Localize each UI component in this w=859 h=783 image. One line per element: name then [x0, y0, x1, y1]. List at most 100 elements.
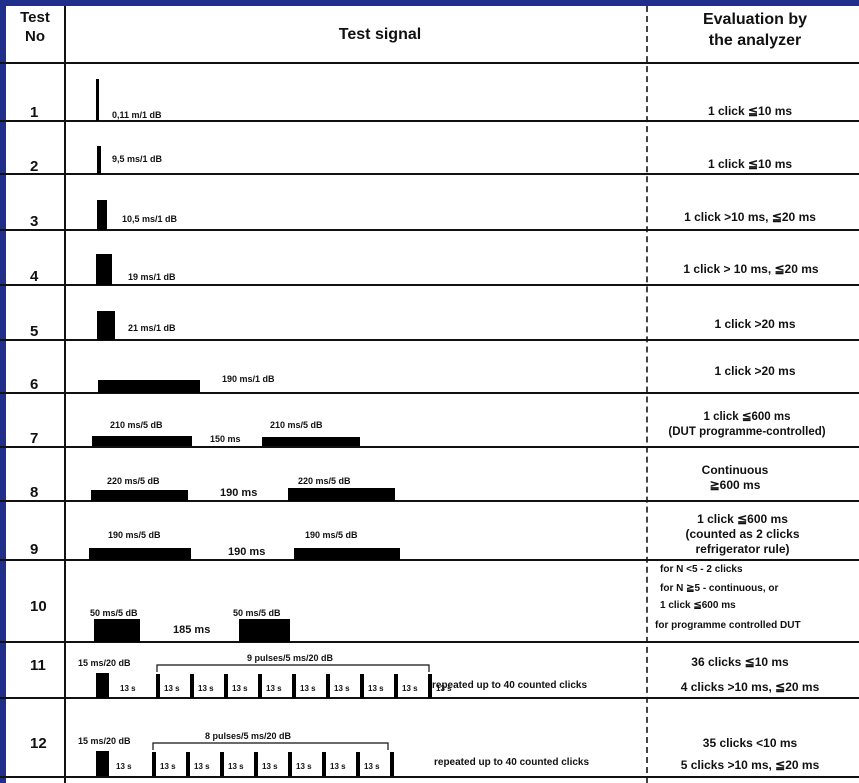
train-pulse	[190, 674, 194, 698]
train-pulse	[152, 752, 156, 776]
train-pulse	[292, 674, 296, 698]
evaluation-line: 4 clicks >10 ms, ≦20 ms	[680, 680, 820, 694]
interval-label: 13 s	[160, 762, 176, 771]
row-divider	[0, 776, 859, 778]
train-pulse	[288, 752, 292, 776]
row-divider	[0, 62, 859, 64]
row-number: 4	[30, 268, 39, 285]
repeat-label: repeated up to 40 counted clicks	[434, 757, 590, 768]
interval-label: 13 s	[368, 684, 384, 693]
evaluation-text: 1 click ≦10 ms	[707, 157, 793, 171]
frame-border-top	[0, 0, 859, 6]
signal-pulse	[239, 619, 290, 642]
train-pulse	[326, 674, 330, 698]
interval-label: 13 s	[402, 684, 418, 693]
signal-pulse	[96, 673, 109, 698]
row-divider	[0, 229, 859, 231]
row-number: 11	[30, 657, 46, 674]
signal-pulse	[97, 200, 107, 230]
row-number: 12	[30, 735, 47, 752]
signal-pulse	[288, 488, 395, 501]
signal-pulse	[89, 548, 191, 560]
row-number: 8	[30, 484, 39, 501]
row-divider	[0, 446, 859, 448]
train-pulse	[360, 674, 364, 698]
interval-label: 13 s	[364, 762, 380, 771]
evaluation-line: 5 clicks >10 ms, ≦20 ms	[680, 758, 820, 772]
evaluation-text: 1 click >20 ms	[714, 364, 796, 378]
signal-label: 50 ms/5 dB	[90, 608, 138, 618]
evaluation-line: 36 clicks ≦10 ms	[691, 655, 789, 669]
evaluation-line: 35 clicks <10 ms	[702, 736, 798, 750]
evaluation-text: 1 click ≦600 ms (DUT programme-controlled…	[668, 411, 826, 438]
signal-label: 210 ms/5 dB	[270, 420, 323, 430]
gap-label: 190 ms	[228, 546, 266, 558]
evaluation-line: for N <5 - 2 clicks	[660, 564, 743, 575]
pulses-label: 8 pulses/5 ms/20 dB	[205, 731, 292, 741]
row-divider	[0, 284, 859, 286]
interval-label: 13 s	[334, 684, 350, 693]
row-number: 10	[30, 598, 47, 615]
train-pulse	[254, 752, 258, 776]
evaluation-text: Continuous ≧600 ms	[701, 463, 769, 492]
signal-pulse	[262, 437, 360, 446]
interval-label: 13 s	[300, 684, 316, 693]
row-divider	[0, 392, 859, 394]
interval-label: 13 s	[194, 762, 210, 771]
row-number: 2	[30, 158, 39, 175]
row-number: 1	[30, 104, 39, 121]
train-pulse	[186, 752, 190, 776]
signal-label: 19 ms/1 dB	[128, 272, 176, 282]
evaluation-text: 1 click ≦600 ms (counted as 2 clicks refri…	[685, 512, 800, 556]
interval-label: 13 s	[296, 762, 312, 771]
row-divider	[0, 641, 859, 643]
row-number: 6	[30, 376, 39, 393]
signal-label: 15 ms/20 dB	[78, 658, 131, 668]
signal-pulse	[92, 436, 192, 446]
gap-label: 185 ms	[173, 624, 211, 636]
train-pulse	[220, 752, 224, 776]
interval-label: 13 s	[164, 684, 180, 693]
signal-label: 190 ms/1 dB	[222, 374, 275, 384]
signal-pulse	[97, 146, 101, 174]
evaluation-text: 1 click >10 ms, ≦20 ms	[684, 210, 816, 224]
evaluation-line: for N ≧5 - continuous, or	[660, 583, 779, 594]
signal-pulse	[91, 490, 188, 501]
row-divider	[0, 120, 859, 122]
signal-label: 10,5 ms/1 dB	[122, 214, 178, 224]
column-divider	[64, 6, 66, 783]
row-divider	[0, 339, 859, 341]
row-divider	[0, 697, 859, 699]
interval-label: 13 s	[436, 684, 452, 693]
row-number: 3	[30, 213, 39, 230]
interval-label: 13 s	[266, 684, 282, 693]
frame-border-left	[0, 0, 6, 783]
evaluation-text: 1 click >20 ms	[714, 317, 796, 331]
signal-label: 0,11 m/1 dB	[112, 110, 162, 120]
evaluation-text: 1 click > 10 ms, ≦20 ms	[683, 262, 819, 276]
train-pulse	[428, 674, 432, 698]
interval-label: 13 s	[116, 762, 132, 771]
column-divider-dashed	[646, 6, 648, 783]
signal-label: 190 ms/5 dB	[108, 530, 161, 540]
repeat-label: repeated up to 40 counted clicks	[432, 680, 588, 691]
train-pulse	[322, 752, 326, 776]
row-number: 5	[30, 323, 39, 340]
signal-label: 21 ms/1 dB	[128, 323, 176, 333]
row-divider	[0, 559, 859, 561]
pulses-label: 9 pulses/5 ms/20 dB	[247, 653, 334, 663]
header-test-signal: Test signal	[338, 26, 422, 43]
evaluation-line: 1 click ≦600 ms	[660, 600, 736, 611]
signal-label: 220 ms/5 dB	[107, 476, 160, 486]
row-number: 7	[30, 430, 39, 447]
train-pulse	[394, 674, 398, 698]
evaluation-text: 1 click ≦10 ms	[707, 104, 793, 118]
signal-pulse	[94, 619, 140, 642]
signal-pulse	[96, 751, 109, 776]
signal-pulse	[97, 311, 115, 340]
train-pulse	[156, 674, 160, 698]
signal-pulse	[96, 79, 99, 121]
signal-label: 9,5 ms/1 dB	[112, 154, 163, 164]
signal-label: 220 ms/5 dB	[298, 476, 351, 486]
train-pulse	[390, 752, 394, 776]
